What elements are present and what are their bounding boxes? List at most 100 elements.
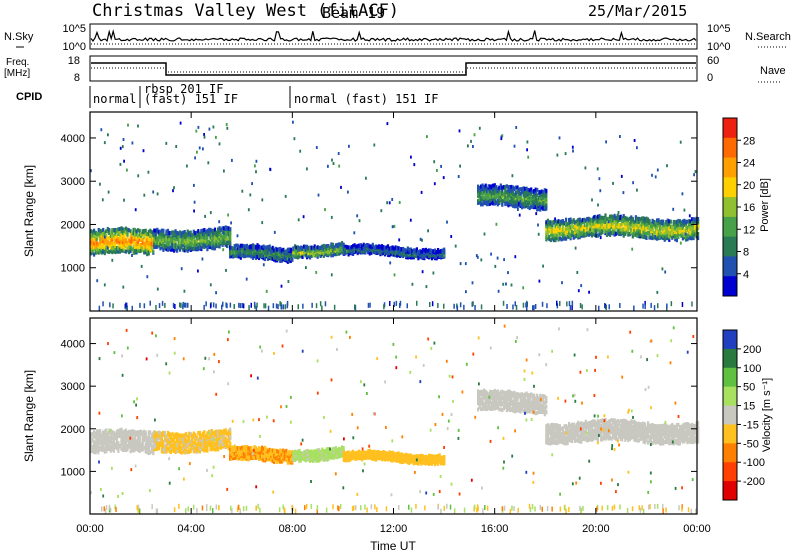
echo-cell: [417, 256, 420, 261]
echo-cell: [327, 244, 330, 248]
echo-cell: [118, 235, 121, 240]
echo-cell: [204, 434, 207, 439]
echo-cell: [689, 229, 692, 234]
colorbar-tick-label: 8: [743, 247, 749, 259]
echo-cell: [415, 251, 418, 256]
echo-cell: [239, 446, 242, 451]
echo-cell: [342, 242, 345, 247]
echo-cell: [159, 431, 162, 436]
echo-cell: [259, 447, 262, 452]
echo-cell: [554, 219, 557, 224]
echo-cell: [182, 433, 185, 438]
echo-cell: [212, 228, 215, 233]
echo-cell: [146, 450, 149, 455]
ground-cell: [212, 302, 215, 308]
echo-cell: [543, 195, 546, 200]
echo-cell: [501, 198, 504, 203]
echo-cell: [303, 250, 306, 255]
echo-cell: [656, 223, 659, 228]
echo-cell: [589, 217, 592, 222]
echo-cell: [530, 204, 533, 208]
echo-cell: [163, 430, 167, 435]
ground-cell: [324, 301, 327, 307]
velocity-echo-layer: [90, 324, 700, 514]
echo-cell: [574, 232, 577, 237]
noise-cell: [433, 182, 436, 186]
echo-cell: [197, 444, 200, 449]
echo-cell: [223, 436, 226, 441]
echo-cell: [677, 229, 680, 234]
ground-cell: [502, 300, 505, 306]
echo-cell: [307, 457, 310, 462]
echo-cell: [478, 189, 481, 194]
echo-cell: [143, 445, 146, 450]
echo-cell: [668, 230, 671, 235]
echo-cell: [169, 442, 173, 447]
echo-cell: [531, 189, 534, 194]
nsky-trace: [90, 29, 697, 45]
echo-cell: [197, 438, 200, 442]
echo-cell: [592, 228, 595, 233]
echo-cell: [612, 221, 615, 226]
echo-cell: [636, 219, 639, 224]
echo-cell: [129, 438, 132, 443]
echo-cell: [490, 200, 493, 205]
echo-cell: [613, 216, 616, 221]
ground-cell: [182, 301, 184, 307]
echo-cell: [274, 448, 277, 453]
echo-cell: [203, 245, 206, 249]
echo-cell: [118, 443, 121, 448]
echo-cell: [675, 238, 678, 243]
echo-cell: [516, 197, 519, 202]
echo-cell: [215, 235, 218, 240]
echo-cell: [542, 195, 545, 200]
echo-cell: [213, 433, 217, 437]
echo-cell: [103, 429, 106, 434]
y-tick-label: 3000: [61, 176, 85, 188]
echo-cell: [437, 248, 440, 252]
echo-cell: [115, 435, 118, 440]
echo-cell: [668, 222, 671, 227]
echo-cell: [218, 232, 221, 236]
ground-cell: [275, 303, 278, 309]
echo-cell: [386, 244, 390, 249]
echo-cell: [124, 444, 128, 449]
echo-cell: [111, 230, 114, 235]
echo-cell: [230, 254, 233, 259]
echo-cell: [277, 256, 280, 261]
echo-cell: [318, 448, 321, 453]
echo-cell: [195, 234, 198, 239]
echo-cell: [220, 439, 223, 444]
echo-cell: [681, 222, 684, 227]
echo-cell: [213, 231, 217, 236]
echo-cell: [111, 436, 114, 441]
echo-cell: [584, 225, 587, 230]
echo-cell: [282, 451, 285, 456]
echo-cell: [239, 452, 242, 457]
echo-cell: [565, 223, 568, 228]
echo-cell: [90, 229, 93, 234]
echo-cell: [244, 445, 247, 450]
noise-cell: [558, 136, 561, 140]
echo-cell: [687, 221, 691, 226]
echo-cell: [120, 427, 123, 432]
echo-cell: [102, 444, 105, 449]
noise-cell: [254, 164, 256, 168]
noise-cell: [348, 144, 350, 148]
echo-cell: [646, 222, 650, 227]
ground-cell: [250, 302, 252, 308]
echo-cell: [153, 237, 156, 242]
echo-cell: [271, 448, 274, 453]
echo-cell: [163, 438, 167, 443]
echo-cell: [478, 185, 481, 190]
noise-cell: [633, 139, 636, 142]
noise-cell: [537, 223, 539, 227]
echo-cell: [241, 445, 244, 450]
echo-cell: [106, 435, 109, 440]
ground-cell: [125, 302, 127, 308]
echo-cell: [508, 192, 511, 197]
echo-cell: [583, 220, 586, 225]
echo-cell: [624, 215, 627, 220]
echo-cell: [146, 439, 149, 444]
